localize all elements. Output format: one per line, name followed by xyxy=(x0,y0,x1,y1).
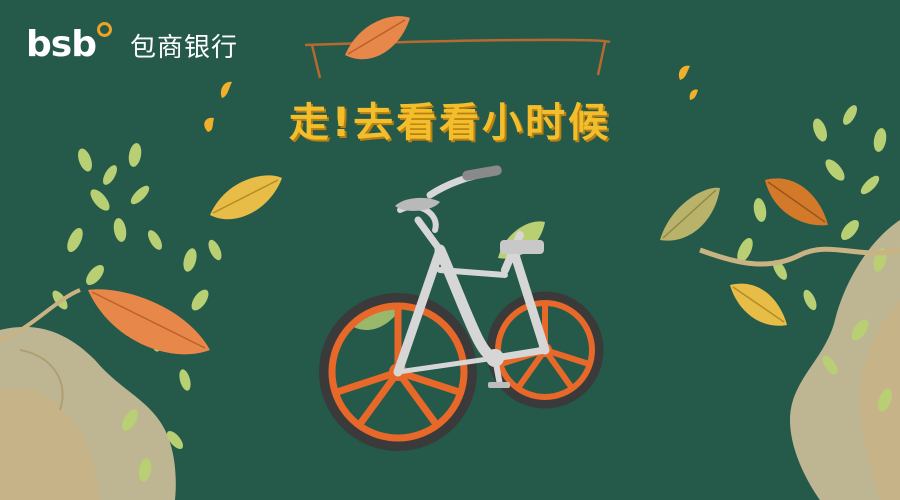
leaf-orange-big-left xyxy=(88,289,210,355)
leaf-green-right xyxy=(660,187,720,241)
headline: 走!去看看小时候 xyxy=(288,100,612,146)
left-watercolor-splash xyxy=(0,326,176,500)
logo-ring-icon xyxy=(96,22,112,37)
decorative-drops xyxy=(204,65,698,132)
brand-chinese-name: 包商银行 xyxy=(129,33,238,63)
left-branch xyxy=(0,288,81,342)
brand-logo: bsb 包商银行 xyxy=(26,22,238,63)
brand-latin: bsb xyxy=(26,24,97,65)
leaf-orange-top xyxy=(345,16,410,60)
leaf-yellow-left xyxy=(210,175,282,220)
right-branch xyxy=(699,246,900,267)
handlebar-grip xyxy=(462,165,502,181)
bike-seat xyxy=(395,197,440,211)
right-foliage xyxy=(737,105,892,412)
front-plate xyxy=(500,240,544,254)
leaf-pale-small xyxy=(350,303,400,330)
bicycle xyxy=(319,165,604,451)
leaf-yellow-right xyxy=(730,283,787,326)
leaf-brown-right xyxy=(765,178,828,226)
pedal xyxy=(488,382,510,388)
